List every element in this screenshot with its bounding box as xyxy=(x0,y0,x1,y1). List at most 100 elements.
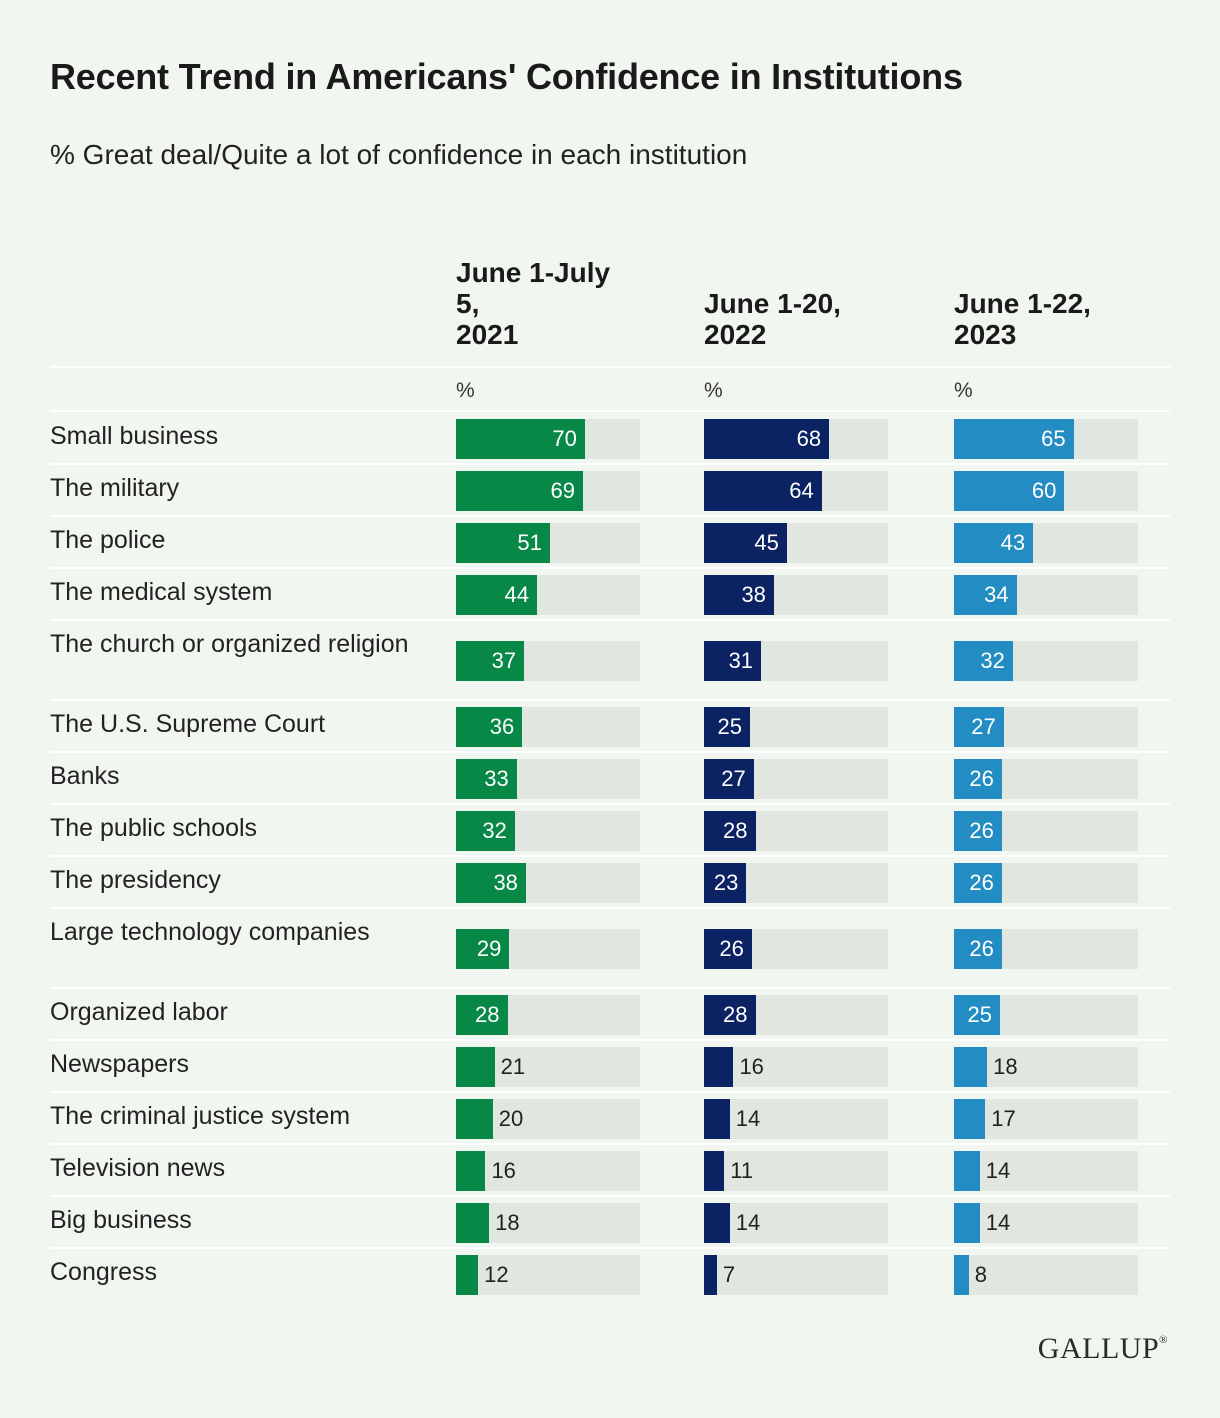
bar xyxy=(456,641,525,681)
bar xyxy=(954,1255,969,1295)
data-label: 26 xyxy=(969,818,994,843)
bar xyxy=(954,575,1017,615)
bar xyxy=(456,1203,490,1243)
data-label: 16 xyxy=(739,1054,764,1079)
row-divider xyxy=(50,699,1170,701)
bar-track: 34 xyxy=(954,575,1138,615)
bar-track: 28 xyxy=(456,995,640,1035)
bar-track: 38 xyxy=(704,575,888,615)
bar-track: 70 xyxy=(456,419,640,459)
data-label: 17 xyxy=(991,1106,1016,1131)
column-header-line: 2023 xyxy=(954,319,1017,350)
bar-track: 16 xyxy=(456,1151,640,1191)
bar-track: 21 xyxy=(456,1047,640,1087)
data-label: 70 xyxy=(552,426,577,451)
bar-track: 68 xyxy=(704,419,888,459)
data-label: 45 xyxy=(754,530,779,555)
data-label: 16 xyxy=(491,1158,516,1183)
bar-track: 37 xyxy=(456,641,640,681)
bar-track: 25 xyxy=(954,995,1138,1035)
bar-track: 25 xyxy=(704,707,888,747)
bar xyxy=(954,1151,980,1191)
row-label: Small business xyxy=(50,422,219,450)
data-label: 27 xyxy=(721,766,746,791)
column-header-line: 2021 xyxy=(456,319,519,350)
data-label: 28 xyxy=(475,1002,500,1027)
bar xyxy=(456,995,508,1035)
data-label: 32 xyxy=(980,648,1005,673)
bar xyxy=(704,575,774,615)
data-label: 36 xyxy=(489,714,515,739)
data-label: 33 xyxy=(484,766,509,791)
row-label: Big business xyxy=(50,1206,192,1234)
bar xyxy=(704,471,822,511)
bar-track: 8 xyxy=(954,1255,1138,1295)
row-divider xyxy=(50,987,1170,989)
bar-track: 69 xyxy=(456,471,640,511)
bar xyxy=(456,929,510,969)
bar-track: 14 xyxy=(704,1099,888,1139)
data-label: 26 xyxy=(969,870,994,895)
bar-track: 51 xyxy=(456,523,640,563)
header-divider xyxy=(50,410,1170,412)
row-divider xyxy=(50,515,1170,517)
data-label: 69 xyxy=(550,478,575,503)
bar xyxy=(954,707,1004,747)
bar-track: 23 xyxy=(704,863,888,903)
bar-track: 26 xyxy=(954,929,1138,969)
data-label: 32 xyxy=(482,818,507,843)
bar-track: 26 xyxy=(704,929,888,969)
bar-track: 29 xyxy=(456,929,640,969)
unit-label: % xyxy=(954,379,973,402)
bar xyxy=(704,1099,730,1139)
bar-track: 26 xyxy=(954,811,1138,851)
row-divider xyxy=(50,1195,1170,1197)
bar xyxy=(954,1047,988,1087)
bar xyxy=(954,811,1002,851)
data-label: 26 xyxy=(969,766,994,791)
data-label: 60 xyxy=(1031,478,1057,503)
column-header-2: June 1-20, 2022 xyxy=(704,254,841,350)
bar xyxy=(704,1151,725,1191)
data-label: 25 xyxy=(717,714,742,739)
data-label: 43 xyxy=(1000,530,1026,555)
bar-track: 16 xyxy=(704,1047,888,1087)
bar xyxy=(704,641,762,681)
bar-track: 11 xyxy=(704,1151,888,1191)
row-divider xyxy=(50,619,1170,621)
data-label: 68 xyxy=(796,426,822,451)
row-label: The public schools xyxy=(50,814,258,842)
row-label: The police xyxy=(50,526,166,554)
bar-track: 65 xyxy=(954,419,1138,459)
gallup-logo: GALLUP® xyxy=(1037,1332,1168,1365)
row-divider xyxy=(50,907,1170,909)
data-label: 7 xyxy=(722,1262,736,1287)
bar-track: 64 xyxy=(704,471,888,511)
data-label: 44 xyxy=(504,582,529,607)
data-label: 14 xyxy=(985,1158,1011,1183)
bar xyxy=(954,641,1013,681)
data-label: 29 xyxy=(476,936,502,961)
bar-track: 14 xyxy=(954,1151,1138,1191)
bar xyxy=(954,929,1002,969)
data-label: 26 xyxy=(719,936,744,961)
bar xyxy=(704,1203,730,1243)
bar xyxy=(954,995,1000,1035)
column-header-3: June 1-22, 2023 xyxy=(954,254,1091,350)
row-divider xyxy=(50,803,1170,805)
bar-track: 28 xyxy=(704,811,888,851)
row-label: The presidency xyxy=(50,866,221,894)
bar xyxy=(704,707,750,747)
bar-track: 32 xyxy=(954,641,1138,681)
bar-track: 18 xyxy=(954,1047,1138,1087)
chart-subtitle: % Great deal/Quite a lot of confidence i… xyxy=(50,139,748,170)
bar xyxy=(954,471,1065,511)
bar-track: 31 xyxy=(704,641,888,681)
data-label: 14 xyxy=(985,1210,1011,1235)
data-label: 14 xyxy=(735,1106,761,1131)
row-label: The church or organized religion xyxy=(50,630,409,658)
bar xyxy=(704,759,754,799)
column-header-line: 5, xyxy=(456,288,480,319)
row-divider xyxy=(50,751,1170,753)
bar xyxy=(456,1047,495,1087)
